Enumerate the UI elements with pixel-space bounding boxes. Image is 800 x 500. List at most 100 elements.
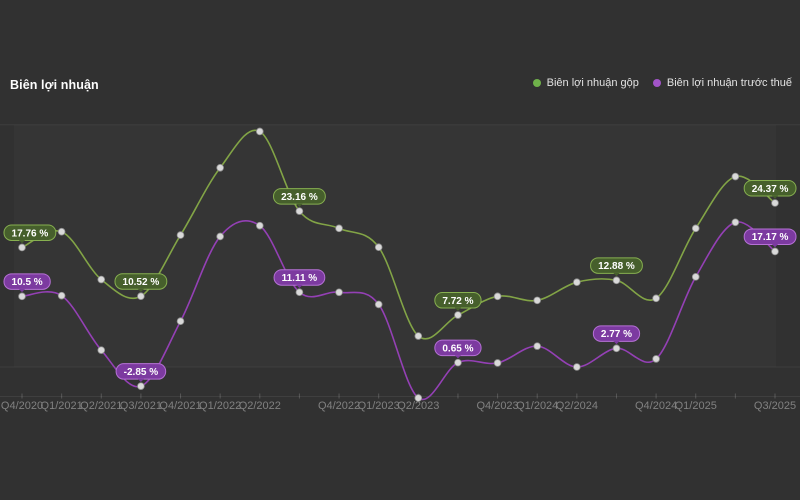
- value-badge-pointer: [18, 288, 26, 293]
- data-point[interactable]: [335, 224, 343, 233]
- data-point[interactable]: [454, 358, 462, 367]
- value-badge-pill: [743, 228, 797, 245]
- data-point[interactable]: [493, 359, 502, 367]
- value-badge-label: 17.76 %: [12, 228, 49, 239]
- value-badge: 12.88 %: [590, 257, 643, 277]
- x-axis-label: Q2/2024: [556, 400, 598, 412]
- legend-label-gross-margin: Biên lợi nhuận gộp: [546, 77, 639, 89]
- value-badge-label: 0.65 %: [442, 343, 473, 354]
- data-point[interactable]: [176, 317, 185, 326]
- value-badge-label: 11.11 %: [282, 273, 318, 284]
- value-badge: 10.52 %: [114, 273, 168, 293]
- value-badge-label: 7.72 %: [442, 296, 473, 307]
- value-badge-pill: [3, 273, 51, 290]
- chart-title: Biên lợi nhuận: [10, 78, 99, 92]
- data-point[interactable]: [295, 288, 304, 297]
- legend-item-pretax-margin[interactable]: Biên lợi nhuận trước thuế: [652, 77, 792, 89]
- value-badge-pointer: [454, 307, 462, 311]
- data-point[interactable]: [137, 292, 145, 301]
- data-point[interactable]: [97, 346, 106, 354]
- data-point[interactable]: [18, 292, 26, 301]
- value-badge-pointer: [454, 355, 462, 359]
- plot-band: [14, 125, 776, 367]
- x-axis-label: Q1/2021: [41, 400, 83, 412]
- data-point[interactable]: [414, 394, 423, 402]
- x-axis-label: Q2/2023: [397, 400, 439, 412]
- x-axis-label: Q4/2021: [159, 400, 201, 412]
- value-badge: 24.37 %: [743, 179, 797, 199]
- data-point[interactable]: [295, 207, 304, 215]
- x-axis-label: Q1/2023: [358, 400, 400, 412]
- data-point[interactable]: [612, 276, 621, 285]
- value-badge-label: 24.37 %: [752, 184, 789, 195]
- value-badge-label: 10.5 %: [12, 277, 43, 288]
- legend-dot-pretax-margin-icon: [652, 79, 661, 87]
- data-point[interactable]: [255, 221, 264, 230]
- value-badge: 0.65 %: [434, 339, 482, 359]
- data-point[interactable]: [652, 294, 660, 303]
- value-badge: 10.5 %: [3, 273, 51, 293]
- data-point[interactable]: [731, 172, 740, 181]
- data-point[interactable]: [573, 278, 581, 287]
- chart-header: Biên lợi nhuận Biên lợi nhuận gộp Biên l…: [0, 0, 800, 100]
- data-point[interactable]: [652, 355, 660, 363]
- value-badge-pointer: [18, 240, 26, 244]
- data-point[interactable]: [771, 199, 779, 207]
- legend-dot-gross-margin-icon: [532, 79, 541, 87]
- data-point[interactable]: [691, 224, 700, 233]
- data-point[interactable]: [731, 218, 740, 227]
- legend-item-gross-margin[interactable]: Biên lợi nhuận gộp: [532, 77, 639, 89]
- value-badge: 23.16 %: [273, 188, 326, 207]
- value-badge-pointer: [137, 378, 145, 382]
- data-point[interactable]: [335, 288, 343, 297]
- data-point[interactable]: [216, 232, 224, 241]
- value-badge-pill: [3, 224, 57, 241]
- x-axis-label: Q4/2023: [476, 400, 518, 412]
- data-point[interactable]: [493, 292, 502, 301]
- data-point[interactable]: [97, 275, 106, 284]
- data-point[interactable]: [533, 296, 542, 305]
- value-badge: 17.17 %: [743, 228, 797, 248]
- value-badge-label: -2.85 %: [124, 367, 159, 378]
- data-point[interactable]: [612, 344, 621, 353]
- data-point[interactable]: [255, 127, 264, 136]
- data-point[interactable]: [57, 227, 66, 236]
- data-point[interactable]: [216, 163, 224, 172]
- data-point[interactable]: [374, 243, 383, 252]
- legend-label-pretax-margin: Biên lợi nhuận trước thuế: [666, 77, 792, 89]
- data-point[interactable]: [176, 231, 185, 239]
- data-point[interactable]: [573, 363, 581, 371]
- x-axis-label: Q3/2025: [754, 400, 796, 412]
- chart-legend: Biên lợi nhuận gộp Biên lợi nhuận trước …: [532, 77, 792, 89]
- data-point[interactable]: [414, 332, 423, 340]
- x-axis-label: Q4/2024: [635, 400, 677, 412]
- x-axis-label: Q3/2021: [120, 400, 162, 412]
- value-badge-label: 23.16 %: [281, 192, 318, 203]
- x-axis-label: Q2/2022: [239, 400, 281, 412]
- value-badge-pointer: [296, 203, 303, 207]
- value-badge-pointer: [296, 284, 303, 289]
- data-point[interactable]: [57, 291, 66, 300]
- value-badge: 7.72 %: [434, 292, 482, 311]
- data-point[interactable]: [533, 342, 542, 350]
- data-point[interactable]: [454, 311, 462, 319]
- data-point[interactable]: [771, 247, 779, 256]
- data-point[interactable]: [691, 273, 700, 281]
- data-point[interactable]: [374, 300, 383, 309]
- value-badge-label: 17.17 %: [752, 232, 789, 243]
- value-badge-label: 10.52 %: [123, 277, 160, 288]
- value-badge-pointer: [137, 288, 145, 293]
- value-badge: 2.77 %: [592, 325, 641, 345]
- value-badge-label: 2.77 %: [601, 329, 632, 340]
- x-axis-label: Q4/2022: [318, 400, 360, 412]
- value-badge-pointer: [613, 272, 620, 277]
- data-point[interactable]: [18, 243, 26, 252]
- value-badge-label: 12.88 %: [598, 261, 635, 272]
- x-axis-label: Q1/2022: [199, 400, 241, 412]
- data-point[interactable]: [137, 382, 145, 390]
- value-badge-pointer: [771, 195, 779, 199]
- x-axis-label: Q2/2021: [80, 400, 122, 412]
- x-axis-label: Q1/2024: [516, 400, 558, 412]
- value-badge: 17.76 %: [3, 224, 57, 244]
